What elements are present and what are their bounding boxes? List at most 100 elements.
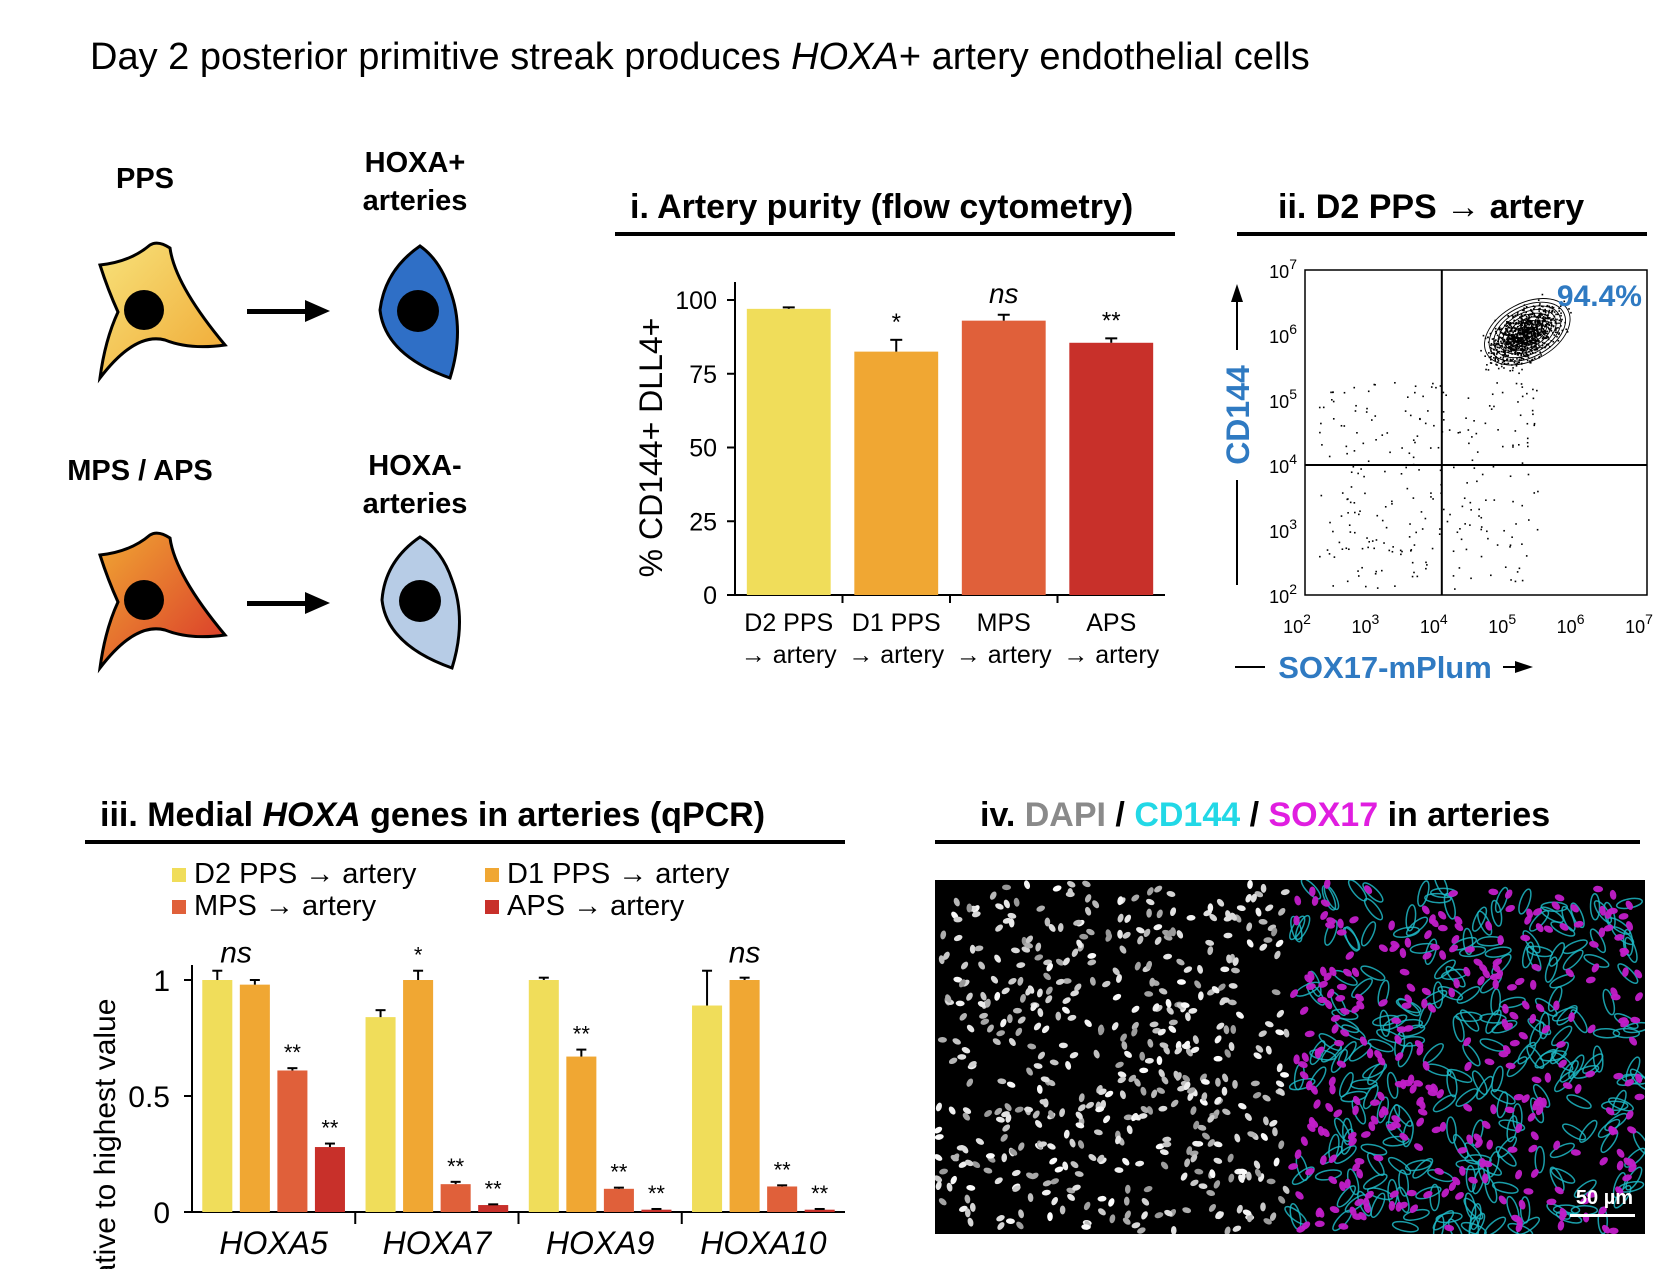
event-dot <box>1528 317 1531 319</box>
sox17-nucleus <box>1615 1186 1624 1195</box>
plot-frame <box>1304 269 1648 596</box>
event-dot <box>1527 335 1530 338</box>
pps-label: PPS <box>115 163 175 195</box>
sox17-nucleus <box>1409 1204 1419 1213</box>
event-dot <box>1521 368 1523 371</box>
event-dot <box>1512 444 1514 447</box>
nucleus <box>1131 1222 1141 1229</box>
sox17-nucleus <box>1531 1076 1542 1084</box>
panel-iv-title: iv. DAPI / CD144 / SOX17 in arteries <box>980 796 1550 835</box>
sox17-nucleus <box>1535 1003 1545 1013</box>
cd144-membrane <box>1382 1135 1410 1147</box>
event-dot <box>1492 344 1494 346</box>
sox17-nucleus <box>1293 1054 1300 1065</box>
sox17-nucleus <box>1528 1144 1538 1153</box>
event-dot <box>1526 348 1529 351</box>
cd144-membrane <box>1471 906 1488 932</box>
event-dot <box>1391 503 1393 505</box>
event-dot <box>1532 339 1534 341</box>
event-dot <box>1522 319 1524 322</box>
nucleus <box>1039 1099 1049 1105</box>
x-tick-label: 106 <box>1557 611 1585 637</box>
nucleus <box>955 1000 965 1007</box>
event-dot <box>1495 343 1498 345</box>
nucleus <box>1164 1209 1173 1217</box>
event-dot <box>1532 327 1535 330</box>
sox17-nucleus <box>1614 934 1625 941</box>
nucleus <box>1186 1146 1193 1155</box>
event-dot <box>1527 356 1530 358</box>
sox17-nucleus <box>1399 1132 1409 1141</box>
event-dot <box>1452 575 1455 577</box>
event-dot <box>1545 317 1548 320</box>
sox17-nucleus <box>1365 1190 1374 1199</box>
event-dot <box>1448 429 1451 431</box>
event-dot <box>1529 360 1531 362</box>
event-dot <box>1527 317 1530 320</box>
cd144-membrane <box>1484 946 1512 958</box>
panel-ii-rule <box>1237 232 1647 236</box>
event-dot <box>1348 524 1351 527</box>
x-tick-label: 105 <box>1488 611 1516 637</box>
event-dot <box>1557 313 1559 316</box>
event-dot <box>1522 337 1524 340</box>
event-dot <box>1534 338 1537 341</box>
event-dot <box>1496 334 1499 337</box>
event-dot <box>1409 523 1411 525</box>
event-dot <box>1522 321 1525 324</box>
sox17-nucleus <box>1558 1059 1567 1068</box>
event-dot <box>1373 547 1375 550</box>
event-dot <box>1359 510 1361 513</box>
event-dot <box>1358 513 1360 516</box>
event-dot <box>1543 337 1546 339</box>
nucleus <box>1067 880 1076 888</box>
event-dot <box>1332 418 1335 420</box>
sox17-nucleus <box>1399 968 1410 976</box>
nucleus <box>1051 1197 1058 1206</box>
nucleus <box>1140 1105 1149 1114</box>
event-dot <box>1416 575 1419 578</box>
sox17-nucleus <box>1603 924 1614 932</box>
event-dot <box>1439 469 1442 472</box>
event-dot <box>1525 322 1527 325</box>
cd144-membrane <box>1433 880 1449 896</box>
sox17-nucleus <box>1463 1103 1473 1112</box>
sox17-nucleus <box>1437 924 1448 932</box>
nucleus <box>1260 1133 1268 1141</box>
nucleus <box>1141 1211 1148 1220</box>
bar <box>767 1186 798 1212</box>
nucleus <box>1143 928 1151 937</box>
event-dot <box>1501 331 1503 334</box>
cd144-membrane <box>1350 1079 1378 1090</box>
sox17-nucleus <box>1448 987 1455 998</box>
event-dot <box>1487 537 1489 540</box>
bar <box>528 980 559 1212</box>
event-dot <box>1430 492 1432 494</box>
nucleus <box>1216 1022 1225 1030</box>
sox17-nucleus <box>1466 1134 1474 1145</box>
nucleus <box>937 1037 947 1043</box>
event-dot <box>1531 358 1534 361</box>
nucleus <box>1057 923 1064 933</box>
event-dot <box>1509 343 1511 345</box>
nucleus <box>1143 1186 1153 1193</box>
cd144-membrane <box>1405 904 1417 932</box>
event-dot <box>1490 355 1492 358</box>
event-dot <box>1371 540 1374 542</box>
nucleus <box>1277 1088 1285 1096</box>
event-dot <box>1478 515 1480 517</box>
sox17-nucleus <box>1463 1037 1472 1047</box>
cd144-membrane <box>1562 939 1588 955</box>
event-dot <box>1509 322 1512 325</box>
nucleus <box>1017 1016 1026 1024</box>
event-dot <box>1555 313 1557 316</box>
x-tick-label-line2: → artery <box>956 641 1052 669</box>
panel-iv-dapi: DAPI <box>1024 796 1106 834</box>
cd144-membrane <box>1464 1154 1492 1165</box>
bar <box>961 320 1046 595</box>
event-dot <box>1523 333 1525 336</box>
nucleus <box>961 1047 971 1054</box>
event-dot <box>1409 414 1412 417</box>
event-dot <box>1504 339 1506 342</box>
nucleus <box>1088 1154 1097 1161</box>
